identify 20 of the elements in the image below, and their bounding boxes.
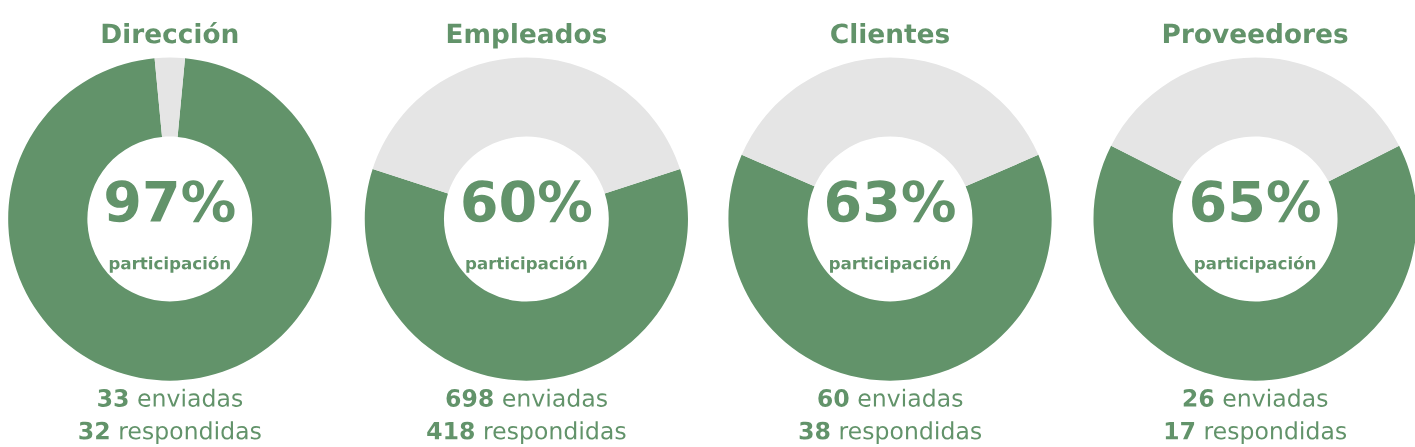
text: 97% (106, 180, 235, 223)
text: 38 respondidas (799, 421, 982, 445)
text: 698 enviadas (446, 388, 607, 407)
text: 26 enviadas (1183, 388, 1328, 407)
text: participación (1195, 255, 1316, 273)
text: 32 respondidas (79, 421, 261, 445)
text: participación (466, 255, 587, 273)
text: participación (109, 255, 230, 273)
text: 65% (1192, 180, 1320, 223)
text: 60 enviadas (818, 388, 963, 407)
text: 418 respondidas (427, 421, 626, 445)
text: 17 respondidas (1165, 421, 1347, 445)
text: 63% (826, 180, 955, 223)
text: participación (830, 255, 951, 273)
text: 60% (463, 180, 592, 223)
chart-title: Dirección (102, 21, 238, 44)
text: 33 enviadas (98, 388, 243, 407)
chart-title: Proveedores (1163, 23, 1348, 44)
chart-title: Clientes (831, 23, 949, 44)
chart-title: Empleados (447, 23, 607, 49)
